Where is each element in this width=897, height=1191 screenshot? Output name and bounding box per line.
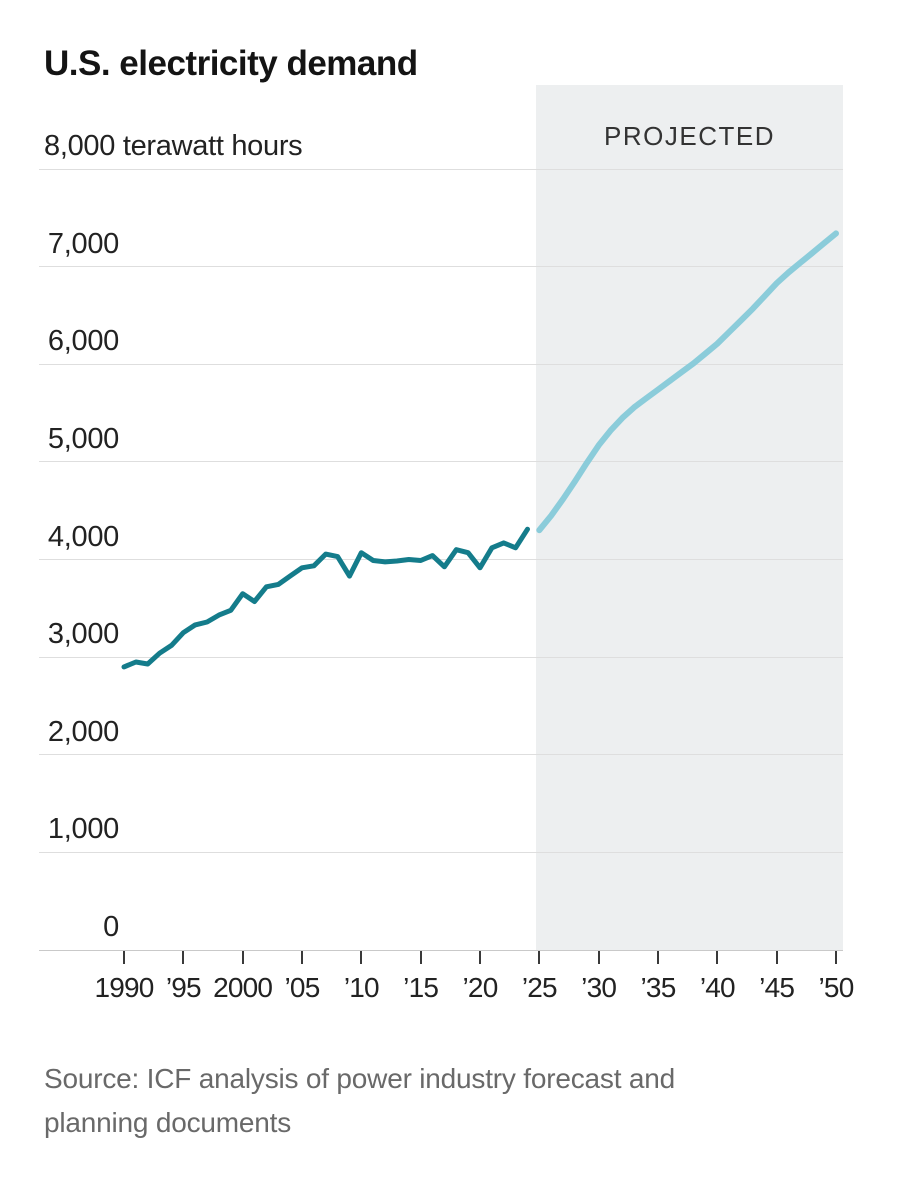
source-note: Source: ICF analysis of power industry f… bbox=[44, 1057, 675, 1145]
gridline-1000 bbox=[39, 851, 843, 853]
gridline-7000 bbox=[39, 266, 843, 268]
x-tick-2040 bbox=[716, 951, 719, 964]
x-tick-2045 bbox=[775, 951, 778, 964]
y-axis-label-0: 0 bbox=[103, 911, 119, 943]
source-line-2: planning documents bbox=[44, 1107, 292, 1138]
x-tick-2010 bbox=[360, 951, 363, 964]
x-tick-1995 bbox=[182, 951, 185, 964]
projected-demand-line bbox=[536, 230, 839, 534]
x-axis-label-2040: ’40 bbox=[699, 972, 736, 1003]
x-tick-2050 bbox=[835, 951, 837, 964]
projected-label: PROJECTED bbox=[604, 121, 775, 151]
x-axis-label-2020: ’20 bbox=[462, 972, 499, 1003]
gridline-8000 bbox=[39, 168, 843, 170]
x-axis-label-2025: ’25 bbox=[521, 972, 558, 1003]
y-axis-label-3000: 3,000 bbox=[47, 618, 119, 651]
y-axis-label-8000: 8,000 terawatt hours bbox=[44, 130, 303, 162]
x-axis-label-2030: ’30 bbox=[581, 972, 617, 1003]
gridline-3000 bbox=[39, 656, 843, 658]
x-tick-2015 bbox=[419, 951, 422, 964]
x-axis-label-1995: ’95 bbox=[165, 972, 202, 1003]
x-tick-2030 bbox=[597, 951, 600, 964]
x-tick-2020 bbox=[479, 951, 481, 964]
x-axis-label-2015: ’15 bbox=[403, 972, 439, 1003]
y-axis-label-5000: 5,000 bbox=[47, 422, 119, 455]
x-axis-baseline bbox=[39, 949, 843, 951]
y-axis-label-6000: 6,000 bbox=[47, 325, 119, 358]
y-axis-label-1000: 1,000 bbox=[47, 813, 119, 846]
gridline-5000 bbox=[39, 461, 843, 463]
x-axis-label-2050: ’50 bbox=[818, 972, 855, 1003]
x-axis-label-2035: ’35 bbox=[640, 972, 677, 1003]
source-line-1: Source: ICF analysis of power industry f… bbox=[44, 1063, 675, 1094]
y-axis-label-2000: 2,000 bbox=[47, 715, 119, 748]
x-axis-label-2005: ’05 bbox=[284, 972, 321, 1003]
x-tick-2035 bbox=[657, 951, 659, 964]
historical-demand-line bbox=[121, 526, 530, 670]
x-tick-2025 bbox=[538, 951, 541, 964]
gridline-6000 bbox=[39, 363, 843, 365]
x-axis-label-2045: ’45 bbox=[759, 972, 795, 1003]
y-axis-label-7000: 7,000 bbox=[47, 227, 119, 260]
gridline-4000 bbox=[39, 559, 843, 560]
y-axis-label-4000: 4,000 bbox=[47, 520, 119, 553]
projection-band bbox=[536, 85, 843, 950]
gridline-2000 bbox=[39, 754, 843, 756]
x-axis-label-2010: ’10 bbox=[343, 972, 380, 1003]
x-tick-2000 bbox=[241, 951, 244, 964]
x-tick-2005 bbox=[301, 951, 303, 964]
x-tick-1990 bbox=[123, 951, 125, 964]
chart-title: U.S. electricity demand bbox=[44, 44, 418, 83]
x-axis-label-1990: 1990 bbox=[94, 972, 154, 1003]
x-axis-label-2000: 2000 bbox=[213, 972, 273, 1003]
